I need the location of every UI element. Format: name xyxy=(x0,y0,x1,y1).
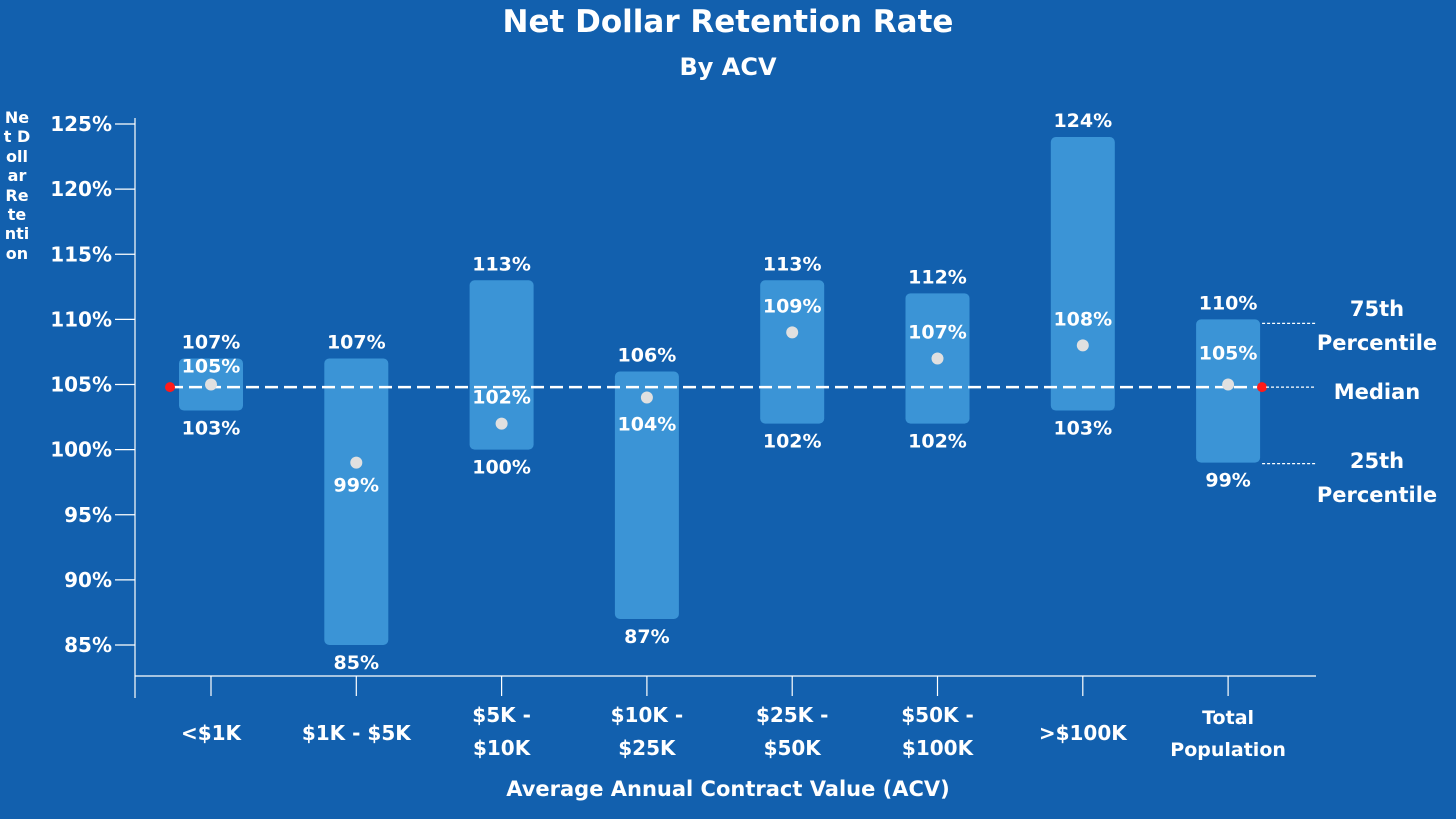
median-label: 102% xyxy=(472,387,531,409)
median-label: 104% xyxy=(618,414,677,436)
p25-label: 99% xyxy=(1205,470,1250,492)
median-dot xyxy=(1076,339,1089,352)
median-label: 105% xyxy=(1199,343,1258,365)
p75-label: 107% xyxy=(327,331,386,353)
p25-label: 87% xyxy=(624,626,669,648)
chart-title: Net Dollar Retention Rate xyxy=(502,4,954,40)
x-category-label: $25K xyxy=(618,736,677,760)
axes xyxy=(134,118,1316,698)
bars xyxy=(179,137,1261,645)
median-dot xyxy=(786,326,799,339)
legend: 75th Percentile Median 25th Percentile xyxy=(1262,297,1437,507)
y-axis-label: Net Dollar Retention xyxy=(3,108,31,263)
p25-label: 100% xyxy=(472,457,531,479)
p75-label: 113% xyxy=(763,253,822,275)
reference-line-group xyxy=(165,382,1267,393)
y-tick-label: 85% xyxy=(64,633,112,657)
x-category-label: Total xyxy=(1202,707,1254,729)
y-tick-label: 110% xyxy=(50,307,112,331)
legend-median-label: Median xyxy=(1334,380,1421,404)
median-dot xyxy=(1222,378,1235,391)
x-category-label: $5K - xyxy=(472,703,531,727)
x-category-label: Population xyxy=(1170,739,1286,761)
median-label: 107% xyxy=(908,321,967,343)
value-labels: 107% 103% 105% 107% 85% 99% 113% 100% 102% 106% 87… xyxy=(182,110,1258,674)
y-tick-label: 105% xyxy=(50,373,112,397)
median-dot xyxy=(205,378,217,391)
y-tick-label: 120% xyxy=(50,177,112,201)
iqr-bar xyxy=(1050,137,1115,411)
median-label: 99% xyxy=(334,475,379,497)
median-label: 108% xyxy=(1053,308,1112,330)
median-marker-left xyxy=(165,382,175,393)
x-category-label: $50K xyxy=(764,736,823,760)
iqr-bar xyxy=(614,371,679,619)
p25-label: 102% xyxy=(908,431,967,453)
x-axis-categories: <$1K $1K - $5K $5K - $10K $10K - $25K $25K - $5… xyxy=(181,676,1286,761)
p75-label: 110% xyxy=(1199,292,1258,314)
median-dot xyxy=(350,456,363,469)
median-label: 109% xyxy=(763,295,822,317)
x-category-label: >$100K xyxy=(1039,721,1128,745)
x-category-label: $25K - xyxy=(756,703,829,727)
x-category-label: $10K - xyxy=(611,703,684,727)
median-label: 105% xyxy=(182,356,241,378)
x-category-label: $1K - $5K xyxy=(302,721,412,745)
y-tick-label: 125% xyxy=(50,112,112,136)
p75-label: 106% xyxy=(618,344,677,366)
median-dot xyxy=(495,417,508,430)
p75-label: 124% xyxy=(1053,110,1112,132)
chart-subtitle: By ACV xyxy=(679,53,777,81)
p25-label: 102% xyxy=(763,431,822,453)
x-category-label: $50K - xyxy=(901,703,974,727)
x-axis-label: Average Annual Contract Value (ACV) xyxy=(506,777,950,801)
median-marker-right xyxy=(1257,382,1267,393)
p25-label: 103% xyxy=(1053,418,1112,440)
p25-label: 103% xyxy=(182,418,241,440)
median-dot xyxy=(931,352,944,365)
iqr-bar xyxy=(1196,319,1261,463)
x-category-label: $100K xyxy=(902,736,975,760)
y-tick-label: 100% xyxy=(50,438,112,462)
iqr-bar xyxy=(469,280,534,450)
y-axis: 85% 90% 95% 100% 105% 110% 115% 120% 125% xyxy=(50,112,135,657)
legend-p75-label: 75th xyxy=(1350,297,1404,321)
p75-label: 112% xyxy=(908,266,967,288)
p75-label: 113% xyxy=(472,253,531,275)
legend-p25-label: 25th xyxy=(1350,449,1404,473)
x-category-label: $10K xyxy=(473,736,532,760)
y-tick-label: 95% xyxy=(64,503,112,527)
y-tick-label: 115% xyxy=(50,242,112,266)
iqr-bar xyxy=(324,358,389,645)
y-tick-label: 90% xyxy=(64,568,112,592)
p75-label: 107% xyxy=(182,331,241,353)
p25-label: 85% xyxy=(334,652,379,674)
x-category-label: <$1K xyxy=(181,721,243,745)
median-dots xyxy=(205,326,1235,469)
legend-p25-label: Percentile xyxy=(1317,483,1437,507)
median-dot xyxy=(640,391,653,404)
legend-p75-label: Percentile xyxy=(1317,331,1437,355)
